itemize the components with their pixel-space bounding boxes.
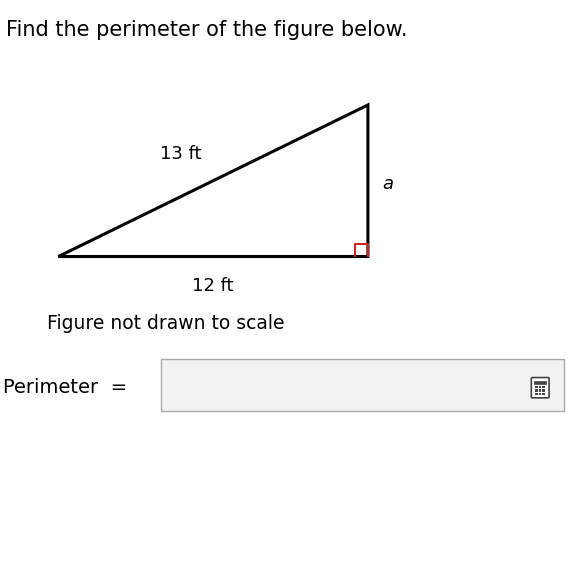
Text: Figure not drawn to scale: Figure not drawn to scale [47,314,284,333]
Bar [536,386,538,388]
Bar [534,381,546,385]
Text: Find the perimeter of the figure below.: Find the perimeter of the figure below. [6,20,407,40]
Text: 13 ft: 13 ft [160,146,202,163]
Bar [543,389,545,392]
Text: Perimeter  =: Perimeter = [3,378,127,397]
Bar [536,393,538,395]
Text: a: a [383,175,394,192]
Bar [539,386,541,388]
Bar [539,389,541,392]
FancyBboxPatch shape [161,359,564,411]
Text: 12 ft: 12 ft [192,277,234,294]
Bar [543,386,545,388]
Bar [536,389,538,392]
Bar [539,393,541,395]
FancyBboxPatch shape [531,378,549,398]
Bar [543,393,545,395]
